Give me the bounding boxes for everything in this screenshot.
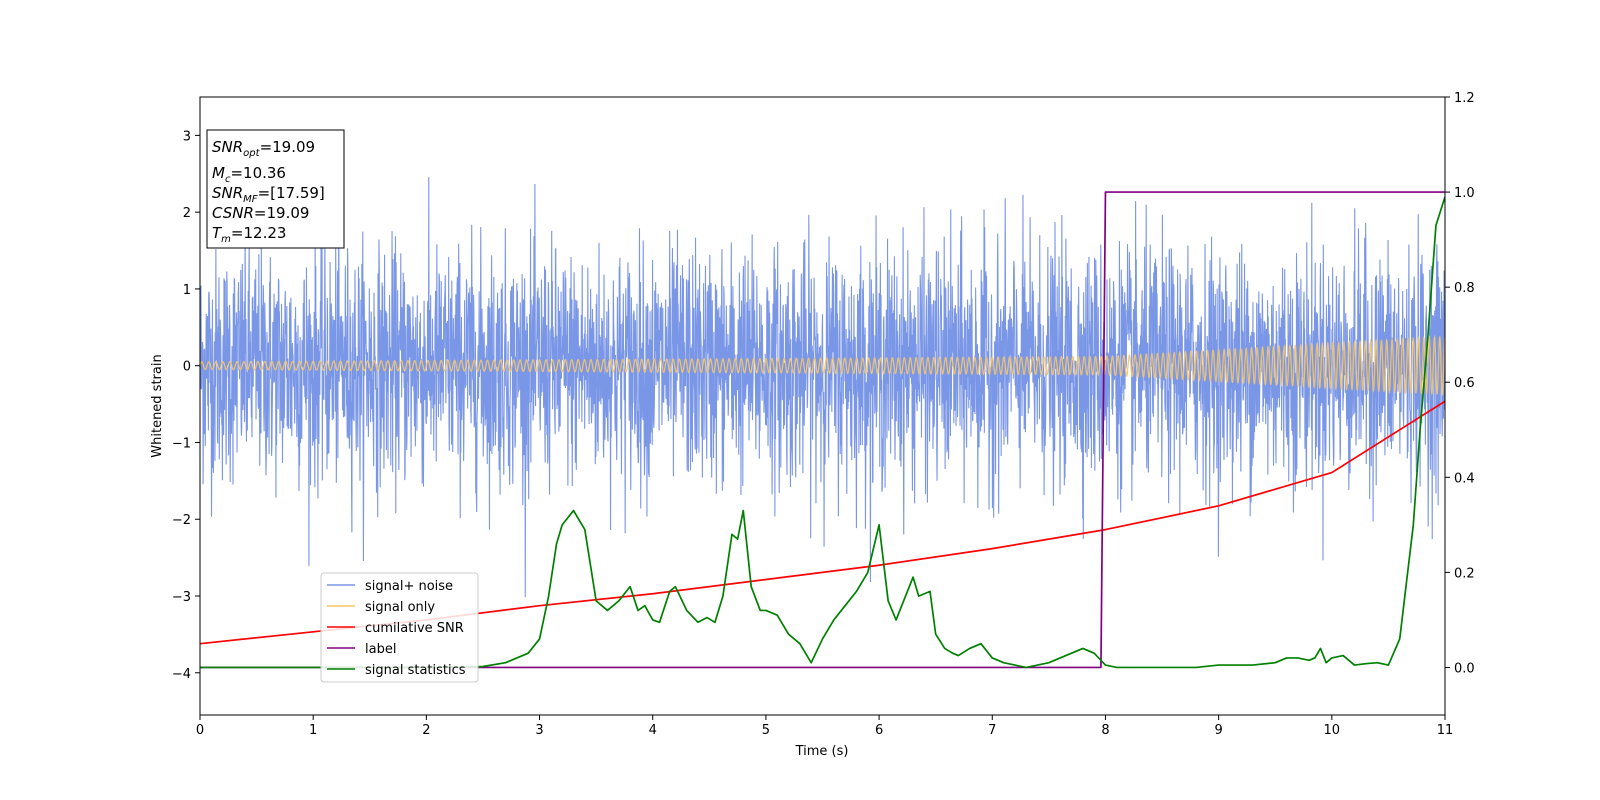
stat-snr-opt: SNRopt=19.09 <box>212 138 315 159</box>
stat-csnr-value: =19.09 <box>254 204 310 222</box>
stat-snr-mf: SNRMF=[17.59] <box>212 184 325 205</box>
signal-only-line <box>200 334 1445 397</box>
y-left-tick-label: 1 <box>183 283 191 298</box>
x-tick-label: 8 <box>1101 723 1109 738</box>
x-axis-label: Time (s) <box>795 744 849 759</box>
legend-label-signal-noise: signal+ noise <box>365 579 453 594</box>
y-right-tick-label: 0.0 <box>1454 661 1475 676</box>
y-left-tick-label: −3 <box>172 590 191 605</box>
x-tick-label: 4 <box>649 723 657 738</box>
y-right-tick-label: 0.6 <box>1454 376 1475 391</box>
y-right-tick-label: 1.0 <box>1454 186 1475 201</box>
x-axis: 0 1 2 3 4 5 6 7 8 9 10 11 <box>196 715 1453 738</box>
y-left-tick-label: 2 <box>183 206 191 221</box>
y-left-tick-label: 3 <box>183 129 191 144</box>
x-tick-label: 1 <box>309 723 317 738</box>
stat-snr-mf-value: =[17.59] <box>258 184 325 202</box>
x-tick-label: 3 <box>535 723 543 738</box>
stat-tm: Tm=12.23 <box>212 224 286 245</box>
legend-entry-signal-noise: signal+ noise <box>327 579 453 594</box>
legend-label-signal-only: signal only <box>365 600 435 615</box>
stat-csnr: CSNR=19.09 <box>212 204 309 222</box>
stat-tm-value: =12.23 <box>231 224 287 242</box>
legend-entry-signal-statistics: signal statistics <box>327 663 466 678</box>
x-tick-label: 7 <box>988 723 996 738</box>
legend-label-cumulative-snr: cumilative SNR <box>365 621 464 636</box>
series-signal-only <box>200 334 1445 397</box>
x-tick-label: 10 <box>1324 723 1341 738</box>
series-signal-noise <box>200 177 1445 598</box>
x-tick-label: 2 <box>422 723 430 738</box>
y-right-tick-label: 0.2 <box>1454 566 1475 581</box>
y-right-tick-label: 0.8 <box>1454 281 1475 296</box>
stats-box: SNRopt=19.09 Mc=10.36 SNRMF=[17.59] CSNR… <box>206 129 345 249</box>
stats-box-frame <box>206 129 345 249</box>
legend: signal+ noise signal only cumilative SNR… <box>320 572 479 683</box>
x-tick-label: 6 <box>875 723 883 738</box>
x-tick-label: 0 <box>196 723 204 738</box>
legend-entry-signal-only: signal only <box>327 600 435 615</box>
legend-frame <box>320 572 479 683</box>
y-left-tick-label: 0 <box>183 360 191 375</box>
signal-statistics-line <box>200 196 1445 669</box>
x-tick-label: 11 <box>1437 723 1454 738</box>
left-y-axis: 3 2 1 0 −1 −2 −3 −4 <box>172 129 200 682</box>
legend-label-label: label <box>365 642 396 657</box>
stat-snr-opt-value: =19.09 <box>260 138 316 156</box>
legend-entry-cumulative-snr: cumilative SNR <box>327 621 464 636</box>
right-y-axis: 1.2 1.0 0.8 0.6 0.4 0.2 0.0 <box>1445 91 1475 676</box>
x-tick-label: 5 <box>762 723 770 738</box>
y-axis-label: Whitened strain <box>150 354 165 457</box>
y-left-tick-label: −2 <box>172 513 191 528</box>
y-left-tick-label: −4 <box>172 667 191 682</box>
x-tick-label: 9 <box>1214 723 1222 738</box>
plot-frame <box>199 96 1446 716</box>
y-right-tick-label: 1.2 <box>1454 91 1475 106</box>
y-left-tick-label: −1 <box>172 436 191 451</box>
noise-line <box>200 177 1445 598</box>
stat-mc: Mc=10.36 <box>212 164 286 185</box>
legend-label-signal-statistics: signal statistics <box>365 663 466 678</box>
legend-entry-label: label <box>327 642 396 657</box>
y-right-tick-label: 0.4 <box>1454 471 1475 486</box>
label-line <box>200 191 1445 669</box>
stat-mc-value: =10.36 <box>230 164 286 182</box>
